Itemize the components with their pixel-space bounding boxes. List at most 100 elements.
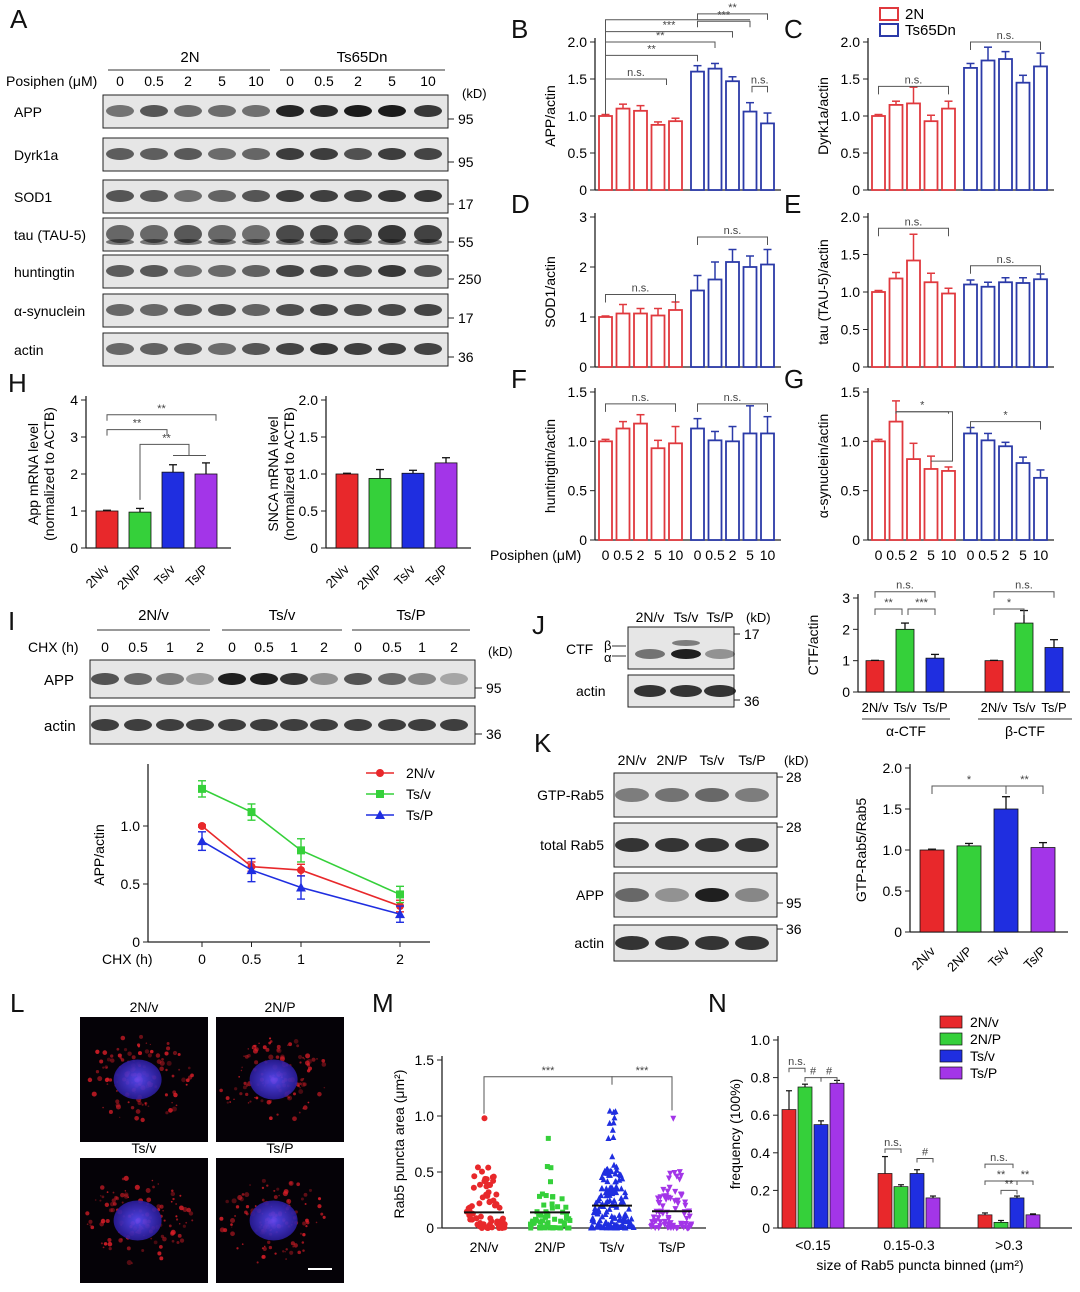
rab5-puncta	[302, 1107, 305, 1110]
puncta-point	[564, 1211, 570, 1217]
puncta-point	[549, 1205, 555, 1211]
blot-row-label: actin	[14, 342, 44, 358]
puncta-sig1: ***	[636, 1065, 650, 1077]
app-mrna-bar	[128, 511, 152, 549]
rab5-chart-ytick-label: 0.5	[883, 883, 903, 899]
rab5-sig1-label: **	[1020, 774, 1029, 786]
blot-band	[635, 649, 665, 659]
blot-band	[634, 685, 666, 697]
rab5-puncta	[247, 1102, 250, 1104]
ctf-chart-ytick-label: 0	[842, 684, 850, 700]
blot-band	[414, 225, 442, 243]
rab5-puncta	[108, 1109, 113, 1114]
rab5-puncta	[178, 1222, 181, 1225]
blot-band	[91, 673, 119, 685]
puncta-point	[608, 1185, 615, 1192]
rab5-chart-ytick-label: 2.0	[883, 760, 903, 776]
kd-marker: 28	[786, 769, 802, 785]
blot-band	[378, 719, 406, 731]
rab5-puncta	[296, 1182, 301, 1187]
rab5-puncta	[111, 1198, 116, 1203]
rab5-puncta	[276, 1044, 281, 1049]
rab5-puncta	[147, 1105, 150, 1108]
bar	[690, 70, 705, 191]
rab5-puncta	[141, 1249, 145, 1253]
rab5-puncta	[268, 1099, 273, 1104]
puncta-point	[613, 1183, 620, 1190]
panel-c-letter: C	[784, 14, 803, 44]
freq-bar	[993, 1222, 1009, 1229]
freq-ytick-label: 0	[762, 1220, 770, 1236]
rab5-puncta	[123, 1175, 129, 1181]
blot-row-label: actin	[574, 935, 604, 951]
freq-bar	[813, 1124, 829, 1229]
freq-xlabel: size of Rab5 puncta binned (μm²)	[816, 1257, 1023, 1273]
rab5-puncta	[168, 1108, 173, 1113]
rab5-puncta	[245, 1092, 249, 1097]
ctf-group-label: α-CTF	[886, 723, 926, 739]
rab5-puncta	[261, 1198, 265, 1202]
blot-band	[208, 225, 236, 243]
panel-a-western-blot: A 2N Ts65Dn Posiphen (μM) 0 0.5 2 5 10 0 0.5 2 5 10 (k…	[6, 4, 487, 367]
rab5-puncta	[282, 1250, 285, 1253]
rab5-puncta	[85, 1211, 90, 1216]
blot-band	[156, 673, 184, 685]
puncta-sig0: ***	[542, 1065, 556, 1077]
rab5-puncta	[140, 1117, 145, 1123]
blot-band	[124, 719, 152, 731]
puncta-point	[558, 1225, 564, 1231]
panel-i-letter: I	[8, 606, 15, 636]
puncta-cat: 2N/v	[470, 1239, 499, 1255]
chx-group-label: Ts/v	[269, 607, 296, 624]
freq-legend-swatch	[939, 1049, 963, 1063]
rab5-chart-ytick-label: 1.5	[883, 801, 903, 817]
sig-b-2-label: **	[656, 30, 665, 42]
chx-point	[246, 865, 257, 875]
rab5-puncta	[115, 1104, 121, 1110]
dose-tick: 5	[654, 547, 662, 563]
rab5-puncta	[86, 1223, 89, 1226]
blot-band	[378, 239, 406, 245]
rab5-cat: Ts/P	[1021, 944, 1049, 972]
rab5-puncta	[302, 1233, 306, 1237]
app-mrna-sig0-bracket	[106, 414, 217, 421]
puncta-point	[622, 1193, 629, 1200]
rab5-puncta	[102, 1066, 105, 1069]
puncta-point	[543, 1214, 549, 1220]
chx-point	[297, 866, 305, 875]
bar	[963, 432, 978, 541]
blot-row-label: SOD1	[14, 189, 52, 205]
blot-band	[208, 105, 236, 117]
dose-tick: 2	[910, 547, 918, 563]
rab5-puncta	[121, 1201, 124, 1204]
freq-sig0-label: n.s.	[788, 1056, 806, 1068]
rab5-puncta	[262, 1045, 267, 1050]
blot-band	[414, 105, 442, 117]
app-mrna-bar	[161, 471, 185, 549]
rab5-puncta	[302, 1082, 307, 1087]
freq-bar	[909, 1173, 925, 1229]
puncta-point	[559, 1196, 565, 1202]
ctf-cat: 2N/v	[862, 700, 889, 715]
blot-band	[378, 265, 406, 277]
puncta-point	[534, 1218, 540, 1224]
blot-band	[218, 719, 246, 731]
bar	[998, 445, 1013, 541]
blot-band	[344, 225, 372, 243]
bar	[1015, 81, 1031, 191]
sig-d-1-label: n.s.	[724, 225, 742, 237]
bar	[1033, 476, 1048, 541]
rab5-puncta	[280, 1054, 285, 1060]
app-mrna-cat: Ts/v	[151, 561, 178, 588]
puncta-point	[538, 1212, 544, 1218]
freq-bar	[1009, 1197, 1025, 1229]
freq-legend-label: 2N/v	[970, 1014, 999, 1030]
blot-row-label: α-synuclein	[14, 303, 85, 319]
puncta-point	[540, 1218, 546, 1224]
panel-c-dyrk1a-chart: C 0 0.5 1.0 1.5 2.0 Dyrk1a/actin n.s. n.s. 2NTs65…	[784, 6, 1054, 198]
sig-d-1-bracket	[697, 236, 768, 245]
rab5-puncta	[308, 1188, 313, 1192]
puncta-point	[665, 1214, 672, 1221]
